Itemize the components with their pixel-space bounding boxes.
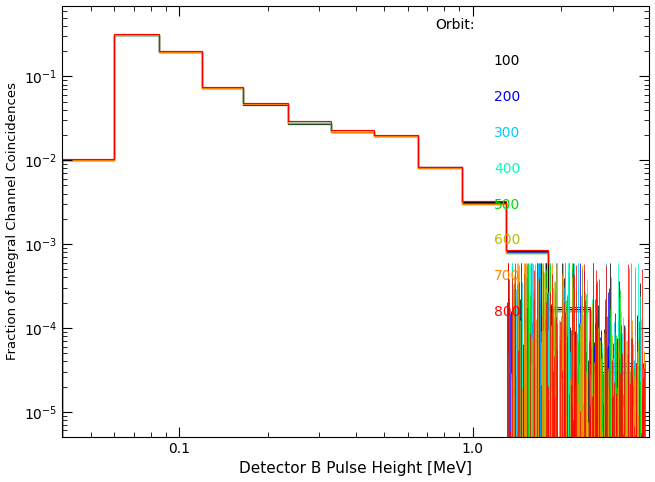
X-axis label: Detector B Pulse Height [MeV]: Detector B Pulse Height [MeV] [240, 461, 472, 476]
Text: 300: 300 [494, 126, 520, 140]
Text: Orbit:: Orbit: [435, 18, 475, 32]
Y-axis label: Fraction of Integral Channel Coincidences: Fraction of Integral Channel Coincidence… [5, 82, 18, 360]
Text: 700: 700 [494, 269, 520, 283]
Text: 200: 200 [494, 90, 520, 104]
Text: 600: 600 [494, 233, 520, 247]
Text: 400: 400 [494, 162, 520, 176]
Text: 100: 100 [494, 54, 520, 68]
Text: 500: 500 [494, 198, 520, 212]
Text: 800: 800 [494, 305, 520, 319]
